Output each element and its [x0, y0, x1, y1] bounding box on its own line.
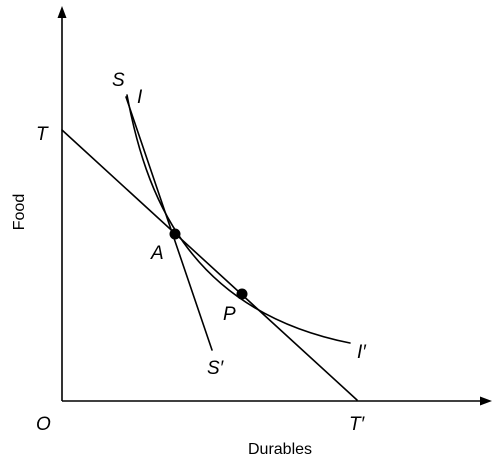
label-s-prime: S′: [207, 358, 225, 379]
y-axis-title: Food: [11, 194, 28, 230]
label-p: P: [223, 304, 236, 325]
label-t: T: [36, 124, 49, 145]
label-t-prime: T′: [349, 414, 366, 435]
label-i: I: [137, 87, 143, 108]
budget-line-tt: [61, 129, 358, 401]
x-axis-title: Durables: [248, 441, 312, 458]
x-axis-arrowhead: [480, 396, 492, 406]
label-origin: O: [36, 414, 51, 435]
point-p-dot: [236, 288, 248, 300]
indifference-curve-ii: [126, 94, 351, 344]
point-a-dot: [169, 228, 181, 240]
label-a: A: [150, 243, 164, 264]
label-s: S: [112, 70, 125, 91]
y-axis-arrowhead: [57, 6, 67, 18]
line-ss: [125, 96, 213, 351]
label-i-prime: I′: [357, 342, 367, 363]
